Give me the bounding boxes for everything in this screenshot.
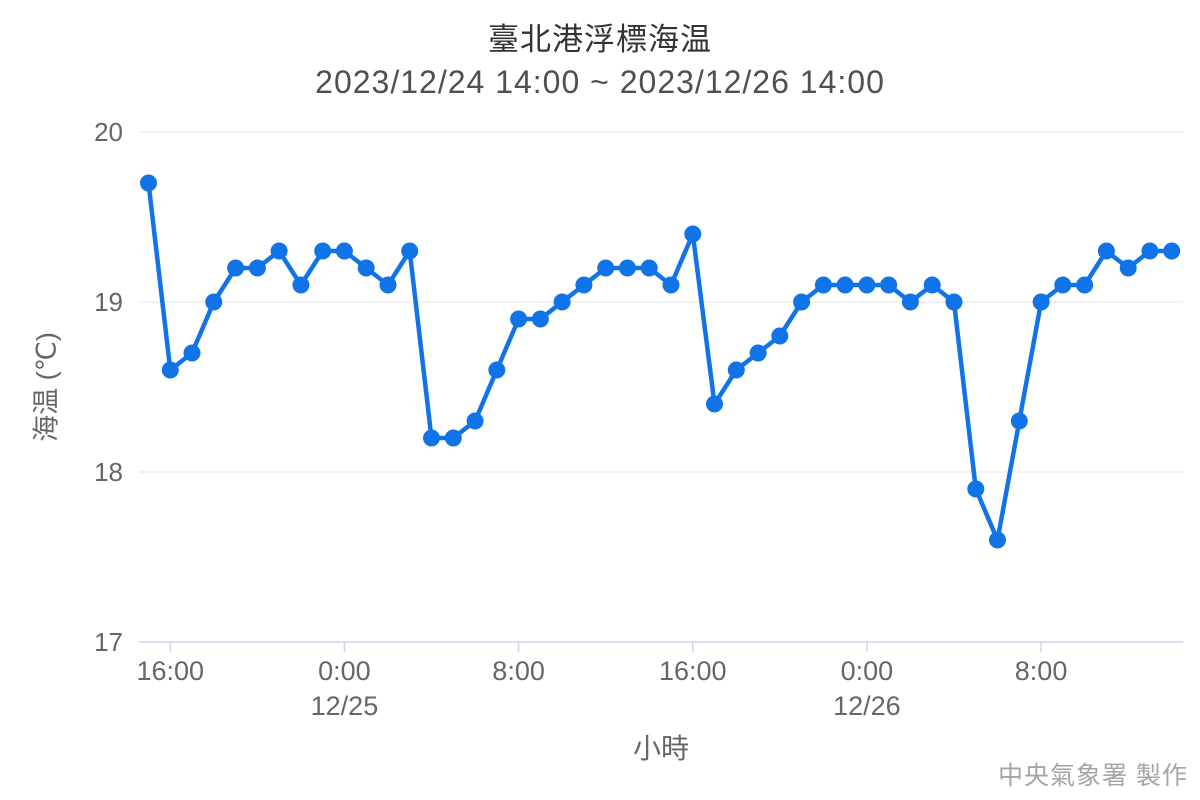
data-point[interactable] (923, 276, 941, 294)
data-point[interactable] (901, 293, 919, 311)
data-point[interactable] (1163, 242, 1181, 260)
data-point[interactable] (706, 395, 723, 413)
data-point[interactable] (292, 276, 310, 294)
data-point[interactable] (814, 276, 832, 294)
x-tick-label: 16:00 (659, 656, 727, 686)
x-date-label: 12/26 (833, 691, 901, 721)
y-tick-label: 19 (94, 287, 123, 317)
data-point[interactable] (1054, 276, 1072, 294)
data-point[interactable] (248, 259, 266, 277)
data-point[interactable] (858, 276, 876, 294)
data-point[interactable] (379, 276, 397, 294)
data-point[interactable] (357, 259, 375, 277)
data-point[interactable] (575, 276, 593, 294)
x-tick-label: 8:00 (1015, 656, 1068, 686)
data-point[interactable] (618, 259, 636, 277)
data-point[interactable] (423, 429, 440, 447)
x-date-label: 12/25 (311, 691, 379, 721)
data-point[interactable] (640, 259, 658, 277)
y-axis-title: 海温 (℃) (31, 332, 62, 442)
x-tick-label: 0:00 (841, 656, 894, 686)
y-tick-label: 20 (94, 117, 123, 147)
data-point[interactable] (270, 242, 288, 260)
data-point[interactable] (553, 293, 571, 311)
x-tick-label: 0:00 (318, 656, 371, 686)
data-point[interactable] (205, 293, 223, 311)
data-point[interactable] (401, 242, 419, 260)
y-tick-label: 17 (94, 627, 123, 657)
x-axis-title: 小時 (632, 733, 689, 764)
data-point[interactable] (466, 412, 484, 430)
credit-text: 中央氣象署 製作 (998, 762, 1188, 790)
data-point[interactable] (488, 361, 506, 379)
data-point[interactable] (531, 310, 549, 328)
data-point[interactable] (314, 242, 332, 260)
data-point[interactable] (945, 293, 963, 311)
data-point[interactable] (793, 293, 811, 311)
data-point[interactable] (1076, 276, 1094, 294)
data-point[interactable] (1010, 412, 1028, 430)
data-point[interactable] (1097, 242, 1115, 260)
data-point[interactable] (967, 480, 985, 498)
data-point[interactable] (161, 361, 179, 379)
data-point[interactable] (335, 242, 353, 260)
data-point[interactable] (749, 344, 767, 362)
data-point[interactable] (597, 259, 615, 277)
data-point[interactable] (684, 225, 702, 243)
data-point[interactable] (1119, 259, 1137, 277)
data-point[interactable] (1032, 293, 1050, 311)
chart-title: 臺北港浮標海温 (488, 22, 712, 57)
data-point[interactable] (444, 429, 462, 447)
data-point[interactable] (140, 174, 157, 192)
y-tick-label: 18 (94, 457, 123, 487)
data-point[interactable] (836, 276, 854, 294)
data-point[interactable] (662, 276, 680, 294)
data-point[interactable] (510, 310, 528, 328)
x-tick-label: 16:00 (136, 656, 204, 686)
chart-subtitle: 2023/12/24 14:00 ~ 2023/12/26 14:00 (315, 64, 885, 100)
data-point[interactable] (989, 531, 1006, 549)
data-point[interactable] (227, 259, 245, 277)
data-point[interactable] (183, 344, 201, 362)
data-point[interactable] (1141, 242, 1159, 260)
data-point[interactable] (880, 276, 898, 294)
temperature-line (146, 180, 1174, 543)
x-tick-label: 8:00 (492, 656, 545, 686)
data-point[interactable] (771, 327, 789, 345)
data-point[interactable] (727, 361, 745, 379)
